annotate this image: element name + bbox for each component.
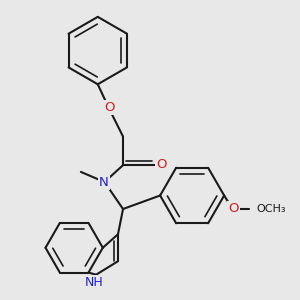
Text: O: O: [104, 101, 115, 114]
Text: NH: NH: [85, 276, 104, 289]
Text: OCH₃: OCH₃: [257, 204, 286, 214]
Text: N: N: [99, 176, 109, 188]
Text: O: O: [228, 202, 239, 215]
Text: O: O: [157, 158, 167, 171]
